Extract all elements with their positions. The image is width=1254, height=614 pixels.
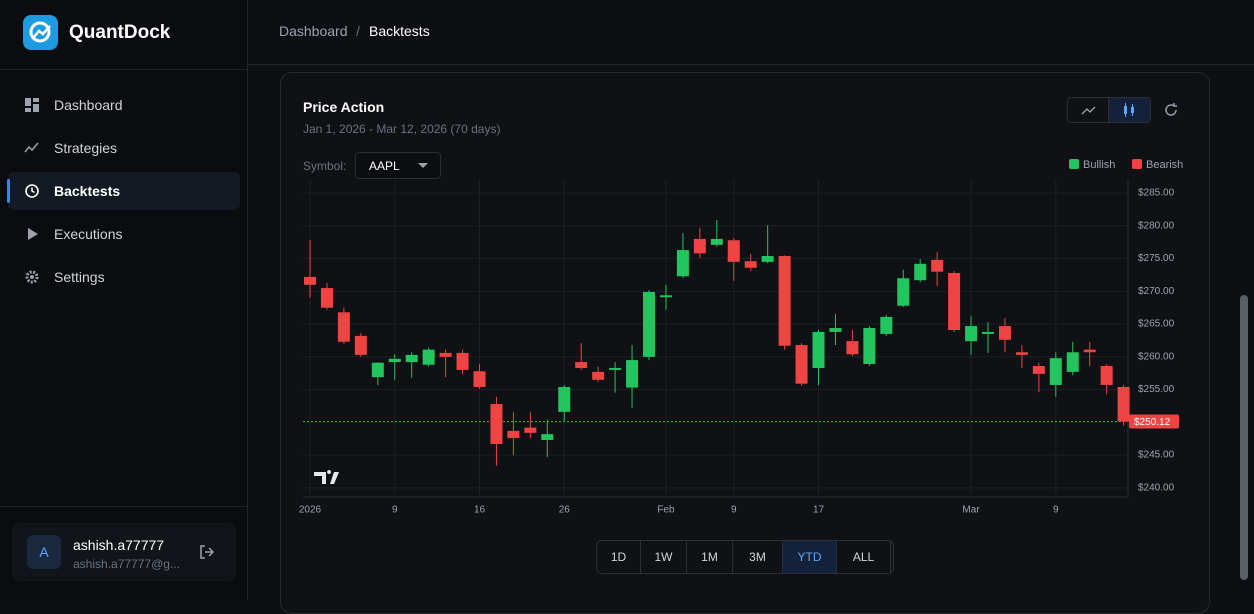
breadcrumb-item[interactable]: Dashboard	[279, 23, 348, 39]
nav-icon	[25, 270, 39, 284]
range-button[interactable]: 3M	[733, 541, 783, 573]
nav-label: Backtests	[54, 183, 121, 199]
nav-item[interactable]: Backtests	[7, 172, 240, 210]
chart-subtitle: Jan 1, 2026 - Mar 12, 2026 (70 days)	[303, 122, 501, 136]
divider	[0, 506, 247, 507]
chart-type-toggle	[1067, 97, 1151, 123]
range-selector: 1D 1W 1M 3M YTD ALL	[596, 540, 894, 574]
candle-button[interactable]	[1109, 98, 1150, 122]
nav-label: Executions	[54, 226, 123, 242]
nav-label: Settings	[54, 269, 105, 285]
scrollbar-thumb	[1240, 295, 1248, 580]
range-button[interactable]: ALL	[837, 541, 891, 573]
breadcrumb-separator: /	[356, 23, 360, 39]
user-name: ashish.a77777	[73, 537, 165, 553]
nav-item[interactable]: Strategies	[8, 129, 240, 167]
symbol-value: AAPL	[369, 159, 400, 173]
symbol-select[interactable]: AAPL	[355, 152, 441, 179]
breadcrumb-item: Backtests	[369, 23, 430, 39]
nav-icon	[25, 184, 39, 198]
user-card[interactable]: A ashish.a77777 ashish.a77777@g...	[12, 523, 236, 581]
avatar: A	[27, 535, 61, 569]
nav-icon	[25, 98, 39, 112]
chart-title: Price Action	[303, 99, 385, 115]
logout-icon[interactable]	[198, 543, 216, 561]
range-button[interactable]: 1D	[597, 541, 641, 573]
range-button[interactable]: 1M	[687, 541, 733, 573]
nav-label: Dashboard	[54, 97, 123, 113]
nav-icon	[28, 228, 38, 240]
active-indicator	[7, 179, 10, 203]
line-button[interactable]	[1068, 98, 1109, 122]
nav-item[interactable]: Dashboard	[8, 86, 240, 124]
nav-item[interactable]: Executions	[8, 215, 240, 253]
chart-card: Price Action Jan 1, 2026 - Mar 12, 2026 …	[280, 72, 1210, 614]
nav-item[interactable]: Settings	[8, 258, 240, 296]
divider	[0, 69, 247, 70]
range-button[interactable]: YTD	[783, 541, 837, 573]
range-button[interactable]: 1W	[641, 541, 687, 573]
nav-icon	[24, 142, 39, 153]
app-name: QuantDock	[69, 22, 171, 43]
refresh-icon[interactable]	[1163, 102, 1179, 118]
symbol-label: Symbol:	[303, 159, 347, 173]
user-email: ashish.a77777@g...	[73, 557, 180, 571]
sidebar: QuantDock Dashboard Strategies Backtests Ex…	[0, 0, 248, 600]
logo	[23, 15, 58, 50]
nav-label: Strategies	[54, 140, 118, 156]
header: Dashboard / Backtests	[248, 0, 1254, 65]
